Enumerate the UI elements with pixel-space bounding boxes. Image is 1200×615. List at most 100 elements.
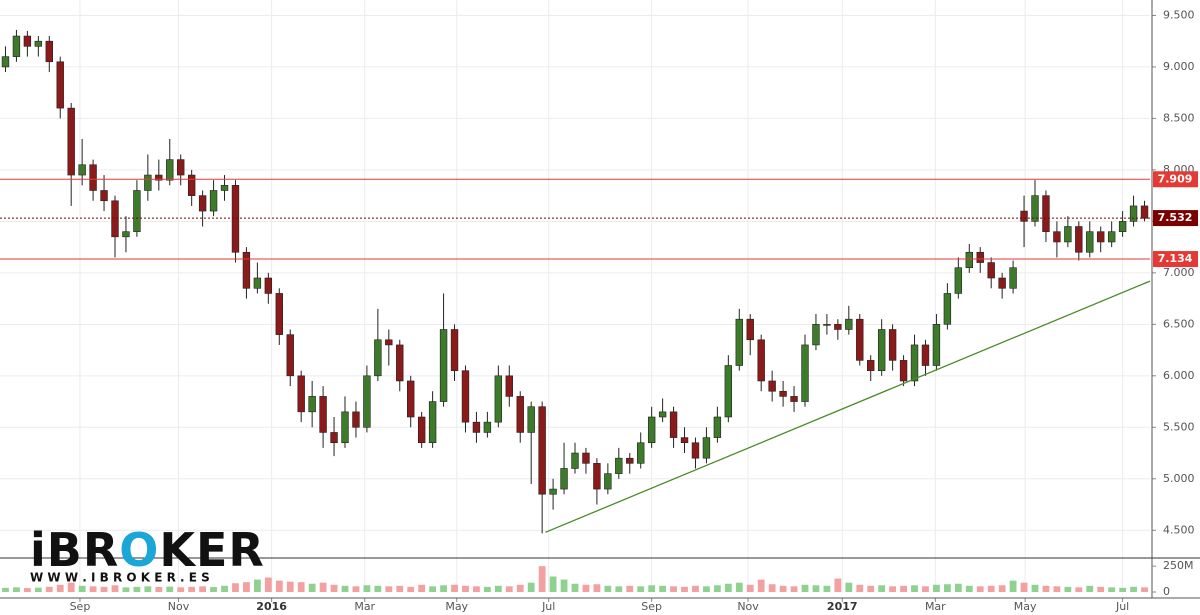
- volume-bar: [604, 585, 612, 592]
- candle-body: [1053, 231, 1061, 243]
- candle-body: [713, 416, 722, 438]
- volume-bar: [177, 587, 185, 592]
- volume-bar: [199, 586, 207, 592]
- volume-bar: [659, 585, 667, 592]
- candle-body: [604, 473, 612, 490]
- candle-body: [626, 457, 634, 464]
- candle-body: [417, 416, 426, 444]
- candle-body: [549, 488, 557, 495]
- candle-body: [34, 40, 43, 47]
- candle-body: [1020, 210, 1028, 222]
- volume-bar: [494, 585, 502, 592]
- volume-bar: [418, 584, 426, 592]
- candle-body: [888, 329, 897, 361]
- logo-url: W W W . I B R O K E R . E S: [30, 571, 210, 585]
- candle-body: [582, 452, 590, 464]
- volume-bar: [385, 586, 393, 592]
- volume-bar: [89, 586, 97, 592]
- volume-bar: [998, 585, 1006, 592]
- volume-bar: [1020, 582, 1028, 592]
- candle-body: [385, 339, 393, 346]
- candle-body: [396, 344, 404, 382]
- candle-body: [877, 329, 886, 371]
- candle-body: [1031, 195, 1039, 222]
- volume-bar: [2, 587, 9, 592]
- candle-body: [680, 437, 689, 444]
- candle-body: [472, 421, 481, 433]
- volume-bar: [1009, 580, 1017, 592]
- volume-bar: [1086, 585, 1094, 592]
- candle-body: [615, 457, 623, 474]
- candle-body: [133, 190, 141, 232]
- trend-line: [545, 280, 1151, 533]
- candle-body: [987, 262, 995, 279]
- volume-bar: [56, 584, 64, 592]
- volume-bar: [1031, 584, 1039, 592]
- candle-body: [724, 365, 733, 418]
- candle-body: [166, 159, 174, 181]
- candle-body: [1097, 231, 1105, 243]
- volume-bar: [330, 584, 338, 592]
- volume-bar: [100, 586, 108, 592]
- candle-body: [768, 380, 776, 392]
- volume-bar: [440, 585, 447, 592]
- x-tick-label: Nov: [168, 600, 190, 613]
- volume-bar: [1053, 586, 1061, 592]
- volume-tick-label: 250M: [1163, 559, 1194, 572]
- candle-body: [801, 344, 809, 402]
- candle-body: [910, 344, 919, 382]
- volume-bar: [462, 585, 469, 592]
- candle-body: [571, 452, 579, 469]
- candle-body: [746, 318, 754, 341]
- volume-bar: [637, 586, 645, 592]
- candle-body: [286, 334, 294, 377]
- candle-body: [89, 164, 97, 191]
- candle-body: [735, 318, 743, 366]
- candle-body: [78, 164, 86, 176]
- logo-part: O: [119, 523, 159, 577]
- volume-bar: [133, 586, 141, 592]
- volume-bar: [67, 582, 75, 592]
- volume-bar: [713, 585, 721, 592]
- volume-bar: [549, 576, 557, 592]
- y-tick-label: 6.500: [1163, 317, 1195, 330]
- candle-body: [12, 35, 21, 57]
- volume-bar: [505, 586, 513, 592]
- volume-bar: [13, 587, 20, 592]
- volume-bar: [976, 586, 984, 592]
- volume-bar: [812, 585, 820, 592]
- y-tick-label: 9.500: [1163, 8, 1195, 21]
- volume-bar: [768, 584, 776, 592]
- candle-body: [253, 277, 262, 289]
- candle-body: [275, 293, 283, 335]
- volume-bar: [943, 584, 951, 592]
- candle-body: [483, 421, 492, 433]
- candle-body: [341, 411, 349, 444]
- level-label: 7.134: [1158, 252, 1193, 265]
- candle-body: [374, 339, 382, 377]
- candle-body: [943, 293, 952, 325]
- volume-bar: [297, 582, 305, 592]
- x-tick-label: Sep: [641, 600, 662, 613]
- volume-bar: [122, 587, 130, 592]
- volume-bar: [582, 584, 590, 592]
- candle-body: [122, 231, 130, 238]
- level-label: 7.532: [1158, 211, 1193, 224]
- x-tick-label: Jul: [541, 600, 555, 613]
- y-tick-label: 8.500: [1163, 111, 1195, 124]
- candle-body: [516, 396, 524, 433]
- volume-bar: [1042, 585, 1050, 592]
- candle-body: [209, 190, 218, 212]
- candle-body: [856, 318, 864, 361]
- logo-part: iBR: [30, 523, 119, 577]
- volume-bar: [845, 582, 853, 592]
- x-tick-label: 2016: [256, 600, 287, 613]
- candle-body: [407, 380, 415, 418]
- candle-body: [450, 329, 459, 371]
- volume-bar: [933, 584, 940, 592]
- x-tick-label: Mar: [354, 600, 375, 613]
- volume-bar: [757, 579, 765, 592]
- candle-body: [198, 195, 207, 212]
- y-tick-label: 5.500: [1163, 420, 1195, 433]
